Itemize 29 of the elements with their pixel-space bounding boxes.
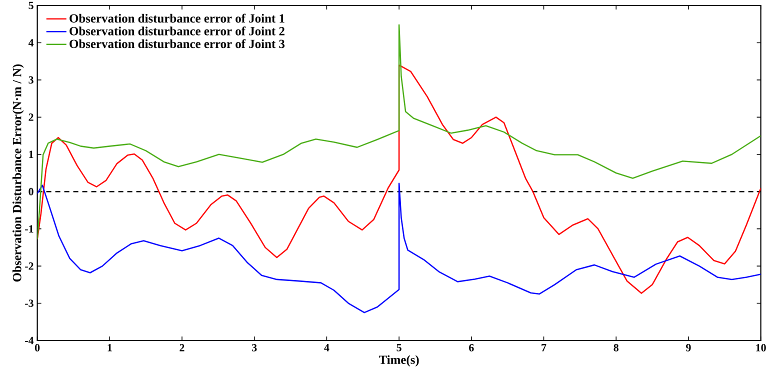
y-tick-label: 1 [29, 150, 34, 158]
line-series [37, 24, 761, 240]
y-tick-label: -1 [25, 225, 34, 232]
y-tick-label: 5 [28, 2, 34, 10]
y-tick-label: 3 [28, 76, 34, 84]
x-tick-label: 2 [180, 344, 184, 352]
x-tick-label: 1 [108, 344, 112, 352]
y-tick-label: 0 [28, 188, 34, 196]
x-tick-label: 4 [324, 344, 330, 352]
x-tick-label: 10 [756, 344, 766, 352]
legend-label: Observation disturbance error of Joint 3 [70, 39, 285, 48]
x-tick-label: 0 [34, 344, 40, 352]
y-axis-title: Observation Disturbance Error(N·m / N) [12, 64, 24, 282]
y-tick-label: 2 [28, 114, 34, 121]
x-tick-label: 5 [396, 344, 402, 352]
y-tick-label: -2 [25, 262, 34, 270]
x-tick-label: 9 [686, 344, 691, 352]
x-tick-label: 6 [469, 344, 474, 352]
x-tick-label: 3 [252, 344, 257, 352]
y-tick-label: -4 [25, 336, 34, 344]
line-series [37, 64, 761, 294]
line-series [37, 182, 761, 314]
legend-label: Observation disturbance error of Joint 2 [70, 26, 284, 36]
y-tick-label: 4 [28, 39, 34, 46]
legend-label: Observation disturbance error of Joint 1 [70, 14, 284, 23]
x-tick-label: 7 [542, 344, 546, 352]
x-tick-label: 8 [614, 344, 618, 352]
x-axis-title: Time(s) [378, 355, 419, 367]
y-tick-label: -3 [25, 300, 34, 307]
